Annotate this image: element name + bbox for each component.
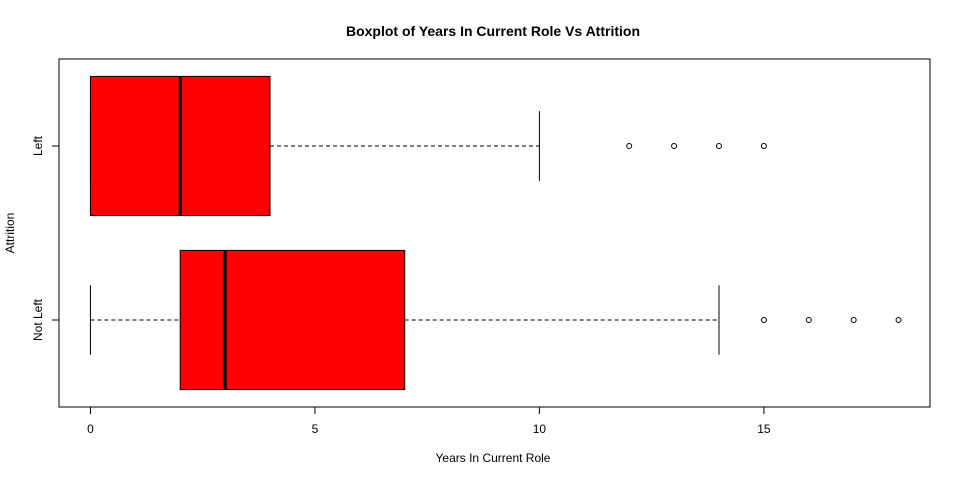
x-tick-label: 15 (757, 422, 771, 436)
y-tick-label-not-left: Not Left (31, 298, 45, 341)
outlier-not-left (895, 317, 902, 323)
outlier-not-left (805, 317, 812, 323)
x-tick-label: 5 (312, 422, 319, 436)
outlier-left (626, 143, 633, 149)
axis-layer: Not Left Left 0 5 10 15 (31, 135, 771, 436)
box-not-left (179, 249, 406, 391)
outlier-left (671, 143, 678, 149)
outlier-left (715, 143, 722, 149)
outlier-not-left (850, 317, 857, 323)
y-tick-label-left: Left (31, 135, 45, 156)
chart-title: Boxplot of Years In Current Role Vs Attr… (346, 23, 640, 39)
outlier-left (760, 143, 767, 149)
y-axis-label: Attrition (3, 213, 17, 254)
x-tick-label: 0 (87, 422, 94, 436)
data-layer (89, 75, 902, 391)
x-tick-label: 10 (533, 422, 547, 436)
outlier-not-left (760, 317, 767, 323)
x-axis-label: Years In Current Role (436, 451, 551, 465)
